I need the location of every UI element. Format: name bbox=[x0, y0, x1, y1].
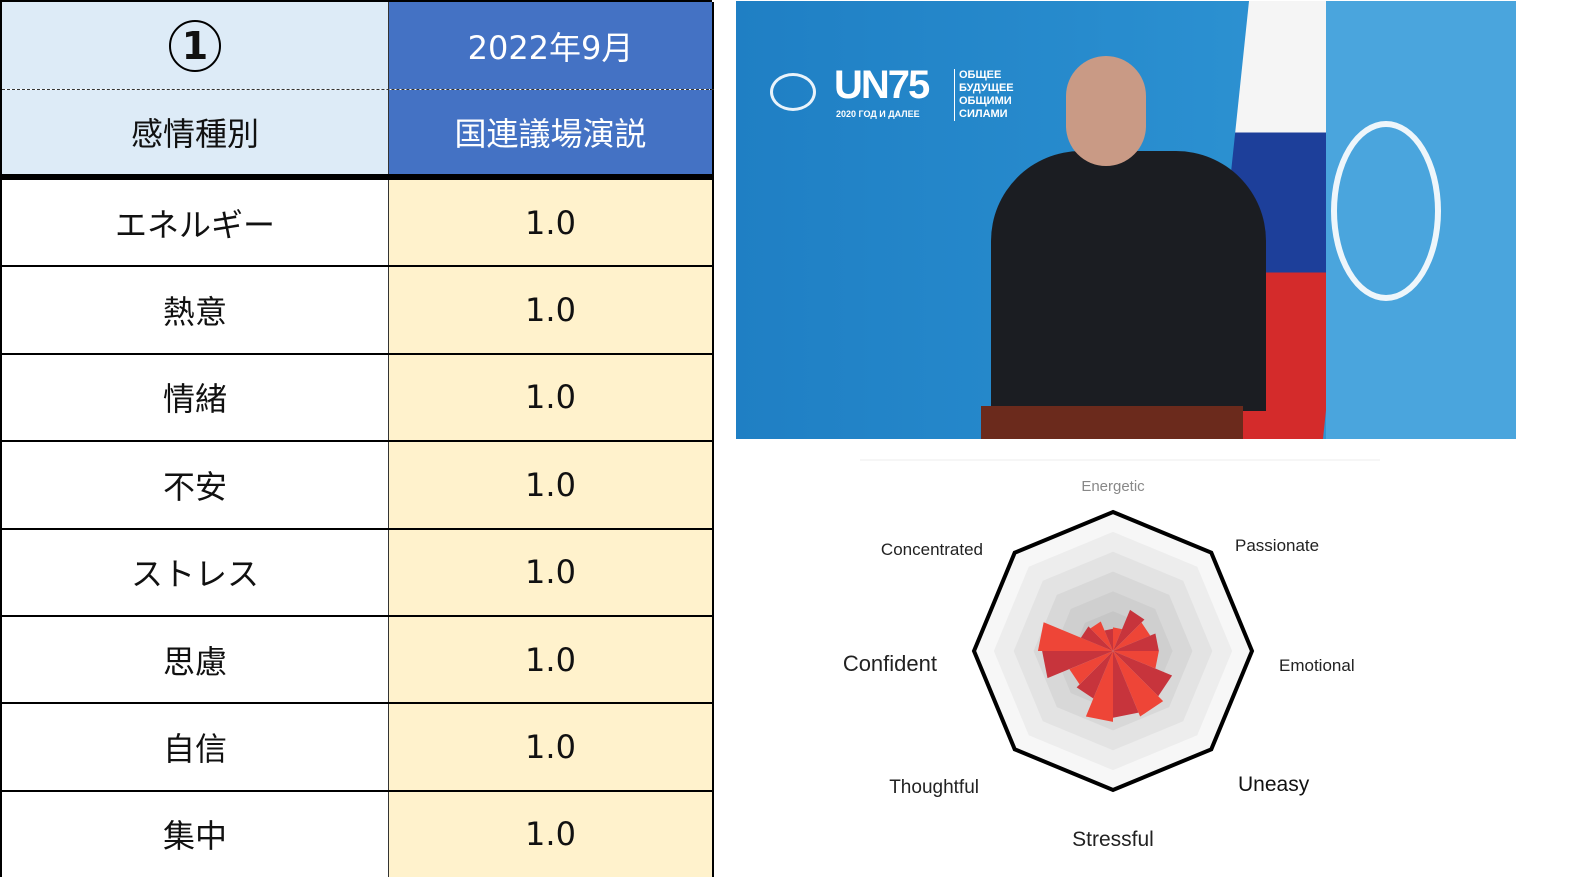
circled-number: 1 bbox=[169, 19, 221, 72]
un-flag-emblem-icon bbox=[1331, 121, 1441, 301]
emotion-label: ストレス bbox=[2, 529, 389, 615]
rose-wedge bbox=[1113, 651, 1139, 718]
rose-wedge bbox=[1037, 622, 1113, 651]
table-row: エネルギー 1.0 bbox=[2, 178, 714, 266]
emotion-value: 1.0 bbox=[389, 617, 714, 703]
emotion-value: 1.0 bbox=[389, 704, 714, 790]
emotion-table: 1 2022年9月 感情種別 国連議場演説 エネルギー 1.0 熱意 1.0 情… bbox=[0, 0, 714, 878]
speaker bbox=[991, 151, 1266, 411]
un75-logo-subtitle: 2020 ГОД И ДАЛЕЕ bbox=[836, 109, 920, 119]
podium bbox=[981, 406, 1243, 439]
table-row: 情緒 1.0 bbox=[2, 352, 714, 441]
slogan-line: ОБЩЕЕ bbox=[959, 69, 1002, 81]
slogan-line: ОБЩИМИ bbox=[959, 95, 1012, 107]
slogan-line: СИЛАМИ bbox=[959, 108, 1008, 120]
table-row: 集中 1.0 bbox=[2, 789, 714, 878]
rose-wedge bbox=[1113, 622, 1151, 651]
un75-logo: UN75 bbox=[834, 63, 930, 107]
axis-label: Emotional bbox=[1279, 656, 1355, 675]
table-row: 熱意 1.0 bbox=[2, 265, 714, 353]
rose-wedge bbox=[1042, 651, 1113, 679]
rose-wedge bbox=[1113, 627, 1123, 651]
emotion-label: 思慮 bbox=[2, 617, 389, 703]
emotion-value: 1.0 bbox=[389, 791, 714, 878]
emotion-label: 自信 bbox=[2, 704, 389, 790]
rose-wedge bbox=[1113, 609, 1145, 651]
outer-octagon bbox=[971, 509, 1255, 793]
emotion-label: 集中 bbox=[2, 791, 389, 878]
axis-label: Stressful bbox=[1072, 828, 1154, 851]
slogan-line: БУДУЩЕЕ bbox=[959, 82, 1014, 94]
un-emblem-icon bbox=[770, 73, 816, 111]
speaker-head bbox=[1066, 56, 1146, 166]
emotion-value: 1.0 bbox=[389, 180, 714, 266]
rose-wedge bbox=[1080, 626, 1113, 651]
emotion-value: 1.0 bbox=[389, 442, 714, 528]
rose-wedge bbox=[1113, 633, 1159, 651]
table-row: 不安 1.0 bbox=[2, 440, 714, 528]
column-header-emotion-type: 感情種別 bbox=[2, 90, 389, 174]
rose-wedge bbox=[1085, 651, 1113, 722]
speech-video-frame: UN75 2020 ГОД И ДАЛЕЕ ОБЩЕЕ БУДУЩЕЕ ОБЩИ… bbox=[736, 1, 1516, 439]
axis-label: Uneasy bbox=[1238, 773, 1310, 796]
table-row: 思慮 1.0 bbox=[2, 615, 714, 703]
header-date: 2022年9月 bbox=[389, 2, 714, 89]
rose-wedge bbox=[1113, 651, 1164, 717]
emotion-label: 情緒 bbox=[2, 354, 389, 441]
emotion-value: 1.0 bbox=[389, 267, 714, 353]
table-row: ストレス 1.0 bbox=[2, 527, 714, 615]
rose-wedge bbox=[1113, 651, 1159, 669]
axis-label: Energetic bbox=[1081, 478, 1145, 495]
axis-label: Concentrated bbox=[881, 540, 983, 559]
column-header-event: 国連議場演説 bbox=[389, 90, 714, 174]
emotion-value: 1.0 bbox=[389, 354, 714, 441]
rose-wedge bbox=[1090, 621, 1113, 651]
rose-wedge bbox=[1104, 628, 1113, 651]
emotion-label: 熱意 bbox=[2, 267, 389, 353]
emotion-radar-chart: Energetic Passionate Emotional Uneasy Stress… bbox=[843, 459, 1380, 851]
un75-slogan: ОБЩЕЕ БУДУЩЕЕ ОБЩИМИ СИЛАМИ bbox=[954, 69, 1014, 121]
axis-label: Confident bbox=[843, 651, 937, 676]
emotion-label: エネルギー bbox=[2, 180, 389, 266]
emotion-value: 1.0 bbox=[389, 529, 714, 615]
table-row: 自信 1.0 bbox=[2, 702, 714, 790]
header-number-cell: 1 bbox=[2, 2, 389, 89]
rose-wedge bbox=[1069, 651, 1113, 685]
axis-label: Passionate bbox=[1235, 536, 1319, 555]
axis-label: Thoughtful bbox=[889, 777, 979, 798]
rose-wedge bbox=[1076, 651, 1113, 699]
emotion-label: 不安 bbox=[2, 442, 389, 528]
rose-wedge bbox=[1113, 651, 1173, 697]
